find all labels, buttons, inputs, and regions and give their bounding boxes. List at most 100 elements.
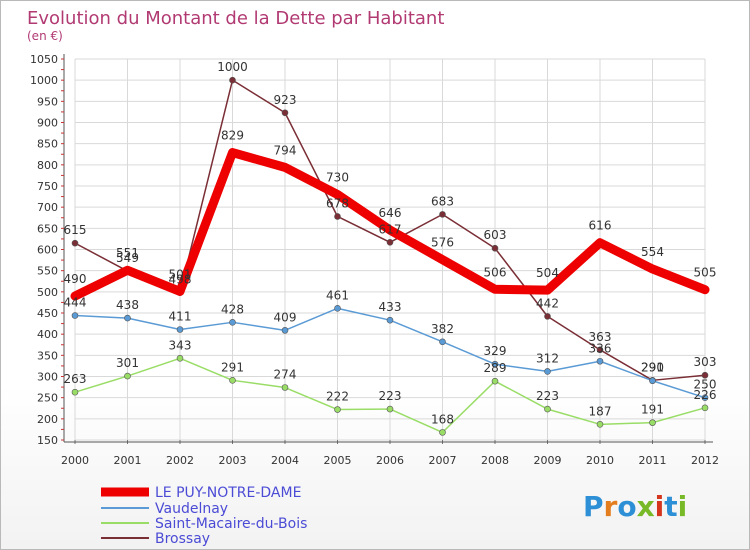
data-label: 303 [694, 355, 717, 369]
data-label: 168 [431, 412, 454, 426]
data-point [701, 371, 709, 379]
data-label: 490 [64, 272, 87, 286]
x-tick-label: 2005 [324, 454, 352, 467]
y-tick-label: 800 [37, 159, 58, 172]
x-tick-label: 2004 [271, 454, 299, 467]
data-label: 646 [379, 206, 402, 220]
series-group [70, 76, 710, 436]
data-point [701, 394, 709, 401]
y-tick-label: 950 [37, 95, 58, 108]
data-label: 187 [589, 404, 612, 418]
data-label: 603 [484, 228, 507, 242]
data-label: 301 [116, 356, 139, 370]
x-tick-label: 2006 [376, 454, 404, 467]
data-point [281, 384, 289, 391]
data-point [71, 239, 79, 247]
data-label: 554 [641, 245, 664, 259]
data-point [334, 213, 341, 220]
legend: LE PUY-NOTRE-DAMEVaudelnaySaint-Macaire-… [101, 485, 307, 547]
data-point [229, 319, 236, 326]
data-label: 363 [589, 330, 612, 344]
chart-title: Evolution du Montant de la Dette par Hab… [27, 8, 444, 29]
data-label: 223 [379, 389, 402, 403]
data-label: 501 [169, 267, 192, 281]
logo-letter: t [664, 490, 677, 523]
x-tick-label: 2009 [534, 454, 562, 467]
x-tick-label: 2000 [61, 454, 89, 467]
data-label: 683 [431, 194, 454, 208]
y-tick-label: 550 [37, 265, 58, 278]
data-point [596, 421, 604, 428]
data-point [386, 405, 394, 413]
data-point [124, 314, 131, 322]
logo-letter: i [678, 490, 688, 523]
x-tick-label: 2001 [114, 454, 142, 467]
data-point [649, 419, 656, 426]
data-label: 291 [221, 360, 244, 374]
data-point [544, 405, 551, 413]
legend-label: Vaudelnay [155, 501, 228, 517]
data-label: 442 [536, 296, 559, 310]
chart-subtitle: (en €) [27, 29, 63, 43]
series-line-0 [70, 148, 710, 301]
data-label: 433 [379, 300, 402, 314]
data-point [386, 316, 394, 324]
data-label: 222 [326, 390, 349, 404]
y-tick-label: 1000 [30, 74, 58, 87]
y-tick-label: 250 [37, 392, 58, 405]
data-point [176, 354, 184, 362]
data-labels: 490 551 501 829 794 730 646 576 506 504 616 554 505 4… [64, 60, 717, 426]
x-tick-label: 2011 [639, 454, 667, 467]
data-label: 506 [484, 265, 507, 279]
data-point [229, 377, 236, 384]
y-tick-label: 200 [37, 413, 58, 426]
y-tick-label: 750 [37, 180, 58, 193]
y-tick-label: 150 [37, 434, 58, 447]
x-tick-label: 2008 [481, 454, 509, 467]
data-label: 576 [431, 236, 454, 250]
legend-label: Brossay [155, 531, 210, 547]
data-point [439, 338, 446, 346]
data-point [544, 368, 551, 375]
data-point [334, 406, 341, 413]
data-point [544, 313, 551, 320]
data-point [281, 109, 289, 117]
data-label: 291 [641, 360, 664, 374]
data-label: 730 [326, 170, 349, 184]
data-label: 615 [64, 223, 87, 237]
x-tick-label: 2010 [586, 454, 614, 467]
logo-letter: i [655, 490, 665, 523]
data-label: 551 [116, 246, 139, 260]
data-point [229, 76, 236, 84]
data-label: 382 [431, 322, 454, 336]
data-label: 678 [326, 196, 349, 210]
data-label: 549 [116, 251, 139, 265]
y-tick-label: 1050 [30, 53, 58, 66]
data-label: 617 [379, 222, 402, 236]
y-tick-label: 450 [37, 307, 58, 320]
data-point [439, 211, 446, 218]
axes: 150 200 250 300 350 400 450 500 550 600 650 700 750 8… [30, 53, 719, 467]
data-label: 343 [169, 338, 192, 352]
y-tick-label: 350 [37, 349, 58, 362]
data-label: 191 [641, 403, 664, 417]
data-label: 829 [221, 129, 244, 143]
legend-label: LE PUY-NOTRE-DAME [155, 485, 301, 501]
proxiti-logo: Proxiti [583, 490, 687, 523]
data-point [439, 429, 446, 436]
data-label: 336 [589, 341, 612, 355]
y-tick-label: 700 [37, 201, 58, 214]
x-tick-label: 2003 [219, 454, 247, 467]
data-point [649, 377, 656, 385]
logo-letter: o [617, 490, 636, 523]
data-label: 312 [536, 351, 559, 365]
data-label: 505 [694, 266, 717, 280]
data-label: 226 [694, 388, 717, 402]
data-point [71, 388, 79, 396]
y-tick-label: 400 [37, 328, 58, 341]
y-tick-label: 300 [37, 371, 58, 384]
data-label: 428 [221, 302, 244, 316]
data-label: 250 [694, 378, 717, 392]
logo-letter: r [604, 490, 618, 523]
